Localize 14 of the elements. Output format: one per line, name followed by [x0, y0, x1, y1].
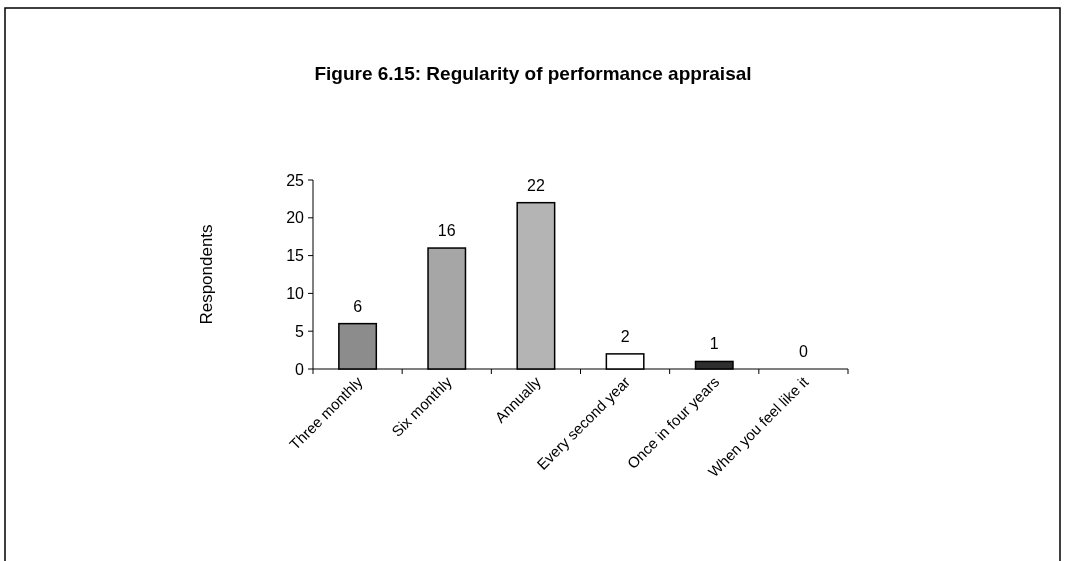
- data-label: 2: [620, 327, 630, 345]
- data-label: 22: [527, 176, 545, 194]
- y-axis-title: Respondents: [197, 224, 216, 325]
- y-tick-label: 10: [286, 285, 305, 302]
- data-label: 1: [709, 335, 719, 353]
- data-label: 0: [798, 343, 808, 360]
- chart-title: Figure 6.15: Regularity of performance appraisal: [314, 63, 752, 84]
- y-tick-label: 20: [286, 209, 305, 227]
- y-tick-label: 15: [286, 247, 305, 265]
- y-tick-label: 0: [295, 360, 305, 378]
- y-tick-label: 25: [286, 171, 305, 189]
- y-tick-label: 5: [295, 322, 305, 340]
- data-label: 16: [437, 222, 456, 240]
- data-label: 6: [353, 297, 363, 315]
